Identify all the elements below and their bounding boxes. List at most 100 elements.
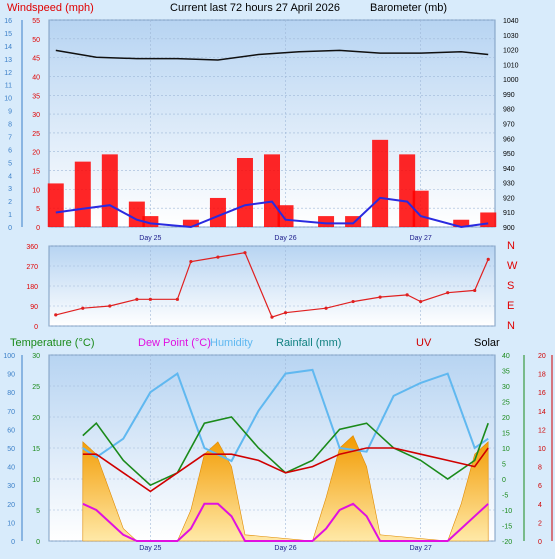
axis-labels: Day 25 Day 26 Day 270123456789101112131415… [3,18,553,552]
legend-dewpoint: Dew Point (°C) [138,337,211,349]
wind-direction-point [351,299,355,304]
axis-tick-label: 40 [7,465,15,472]
axis-tick-label: 270 [26,264,38,271]
axis-tick-label: 20 [538,353,546,360]
axis-tick-label: E [507,300,514,312]
axis-tick-label: 20 [7,502,15,509]
axis-tick-label: 16 [538,390,546,397]
axis-tick-label: 100 [3,353,15,360]
legend-humidity: Humidity [210,337,253,349]
axis-tick-label: 910 [503,210,515,217]
day-label: Day 27 [410,235,432,242]
wind-direction-point [148,297,152,301]
windspeed-header: Windspeed (mph) [7,2,94,14]
axis-tick-label: 90 [30,304,38,311]
windspeed-bar [345,216,362,227]
axis-tick-label: 12 [4,70,12,77]
axis-tick-label: 6 [8,147,12,154]
direction-panel [48,245,496,327]
solar-area [82,435,489,542]
axis-tick-label: 60 [7,427,15,434]
axis-tick-label: 1030 [503,33,519,40]
wind-direction-point [473,288,477,293]
axis-tick-label: 10 [32,477,40,484]
axis-tick-label: 25 [502,400,510,407]
axis-tick-label: 16 [4,18,12,25]
axis-tick-label: 55 [32,18,40,25]
axis-tick-label: 0 [34,324,38,331]
axis-tick-label: 20 [32,150,40,157]
humidity-line [82,368,489,463]
windspeed-bar [399,154,416,227]
axis-tick-label: 15 [32,446,40,453]
axis-tick-label: 0 [11,539,15,546]
day-label: Day 27 [410,545,432,552]
axis-tick-label: 1 [8,212,12,219]
axis-tick-label: 15 [4,31,12,38]
day-label: Day 25 [139,235,161,242]
axis-tick-label: 0 [36,539,40,546]
barometer-line [55,49,489,61]
windspeed-bar [74,161,91,227]
axis-tick-label: 8 [8,122,12,129]
wind-direction-point [405,293,409,297]
wind-direction-point [324,306,328,310]
axis-tick-label: 80 [7,390,15,397]
axis-tick-label: 10 [7,520,15,527]
barometer-header: Barometer (mb) [370,2,447,14]
axis-tick-label: 920 [503,195,515,202]
windspeed-bar [236,158,253,227]
axis-tick-label: 20 [502,415,510,422]
windspeed-bar [47,183,64,227]
axis-tick-label: 5 [36,508,40,515]
axis-tick-label: 30 [502,384,510,391]
axis-tick-label: 15 [32,169,40,176]
wind-direction-point [283,311,288,315]
windspeed-bar [372,139,389,227]
wind-direction-point [378,295,382,299]
windspeed-bar [277,205,294,227]
windspeed-bar [264,154,280,227]
axis-tick-label: 20 [32,415,40,422]
axis-tick-label: 25 [32,384,40,391]
wind-direction-point [108,304,112,308]
axis-tick-label: 11 [5,83,12,90]
legend-temperature: Temperature (°C) [10,337,94,349]
wind-direction-point [243,251,247,255]
wind-direction-point [419,299,423,304]
chart-title: Current last 72 hours 27 April 2026 [170,2,340,14]
axis-tick-label: 10 [538,446,546,453]
axis-tick-label: 14 [538,409,546,416]
windspeed-bar [453,219,470,227]
axis-tick-label: 35 [502,369,510,376]
axis-tick-label: 5 [502,462,506,469]
axis-tick-label: 990 [503,92,515,99]
axis-tick-label: 30 [32,112,40,119]
axis-tick-label: 930 [503,181,515,188]
legend-rainfall: Rainfall (mm) [276,337,341,349]
wind-direction-point [81,306,85,310]
windspeed-bar [318,216,335,227]
windspeed-bar [182,219,199,227]
axis-tick-label: 9 [8,109,12,116]
axis-tick-label: 0 [36,225,40,232]
axis-tick-label: 360 [26,244,38,251]
windspeed-bar [209,197,226,227]
axis-tick-label: 2 [538,520,542,527]
axis-tick-label: 8 [538,465,542,472]
axis-tick-label: N [507,240,515,252]
uv-line [82,447,489,493]
wind-direction-point [216,255,220,259]
axis-tick-label: 40 [32,74,40,81]
axis-tick-label: 70 [7,409,15,416]
axis-tick-label: 30 [32,353,40,360]
legend-solar: Solar [474,337,500,349]
windspeed-bar [142,216,159,227]
axis-tick-label: 1020 [503,48,519,55]
axis-tick-label: 970 [503,122,515,129]
data-series [47,49,497,542]
windspeed-bar [101,154,118,227]
wind-direction-point [135,297,139,301]
axis-tick-label: 12 [538,427,546,434]
